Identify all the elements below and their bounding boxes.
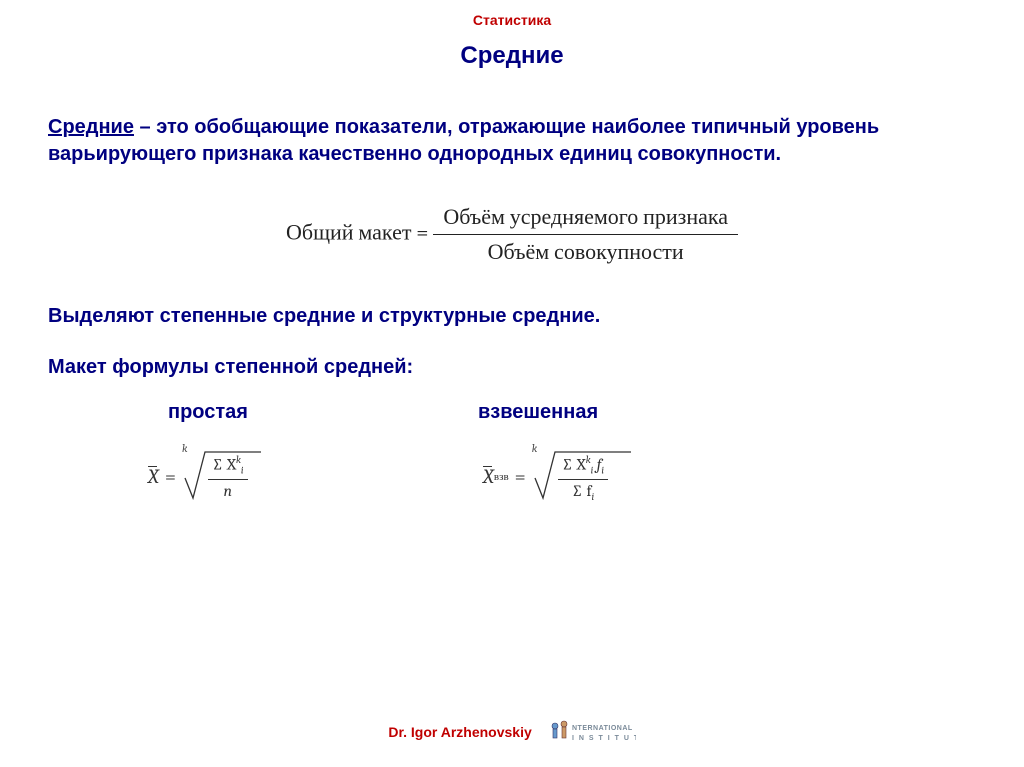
footer-author: Dr. Igor Arzhenovskiy	[388, 724, 531, 740]
main-formula: Общий макет = Объём усредняемого признак…	[48, 204, 976, 265]
simple-root-index: k	[182, 442, 187, 455]
simple-radicand: ∑ Xki n	[208, 454, 248, 501]
weighted-label: взвешенная	[478, 401, 598, 424]
equals-sign: =	[165, 465, 176, 488]
formula-fraction: Объём усредняемого признака Объём совоку…	[433, 204, 738, 265]
formula-equals: =	[411, 220, 433, 246]
svg-text:NTERNATIONAL: NTERNATIONAL	[572, 725, 633, 732]
page-title: Средние	[0, 42, 1024, 70]
weighted-lhs-sub: взв	[494, 470, 509, 483]
simple-num-sigma: ∑ X	[212, 455, 236, 473]
equals-sign-2: =	[515, 465, 526, 488]
formula-labels-row: простая взвешенная	[48, 401, 976, 424]
weighted-radicand: ∑ Xki fi ∑ fi	[558, 454, 608, 503]
simple-root: k ∑ Xki n	[182, 448, 263, 504]
formula-numerator: Объём усредняемого признака	[433, 204, 738, 235]
weighted-formula: Xвзв = k ∑ Xki fi ∑ fi	[483, 448, 633, 504]
template-paragraph: Макет формулы степенной средней:	[48, 356, 976, 379]
formula-denominator: Объём совокупности	[433, 235, 738, 265]
svg-text:I N S T I T U T E: I N S T I T U T E	[572, 735, 636, 742]
simple-label: простая	[168, 401, 468, 424]
weighted-num-p1: ∑ X	[562, 455, 586, 473]
definition-term: Средние	[48, 116, 134, 138]
weighted-den-p1: ∑ f	[572, 482, 592, 500]
definition-text: – это обобщающие показатели, отражающие …	[48, 116, 879, 165]
definition-paragraph: Средние – это обобщающие показатели, отр…	[48, 114, 976, 168]
simple-formula: X = k ∑ Xki n	[148, 448, 483, 504]
formula-lhs: Общий макет	[286, 220, 411, 246]
weighted-root: k ∑ Xki fi ∑ fi	[532, 448, 633, 504]
formula-row: X = k ∑ Xki n Xвзв = k	[48, 448, 976, 504]
footer: Dr. Igor Arzhenovskiy NTERNATIONAL I N S…	[0, 718, 1024, 749]
types-paragraph: Выделяют степенные средние и структурные…	[48, 305, 976, 328]
weighted-num-sub2: i	[601, 465, 604, 477]
weighted-root-index: k	[532, 442, 537, 455]
weighted-lhs: X	[483, 465, 494, 488]
simple-den: n	[224, 482, 233, 500]
footer-logo-icon: NTERNATIONAL I N S T I T U T E	[546, 718, 636, 749]
header-label: Статистика	[0, 0, 1024, 28]
content-area: Средние – это обобщающие показатели, отр…	[0, 114, 1024, 504]
simple-lhs: X	[148, 465, 159, 488]
weighted-den-sub: i	[591, 491, 594, 503]
simple-num-sub: i	[241, 465, 244, 477]
